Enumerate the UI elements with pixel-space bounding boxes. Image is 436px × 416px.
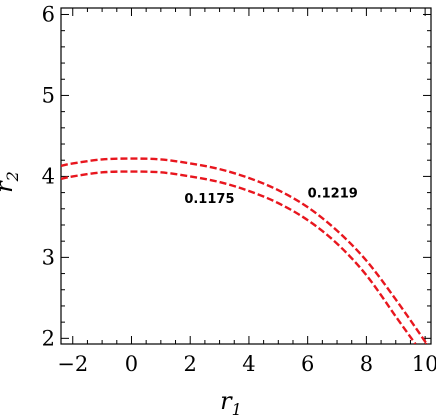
y-tick-label: 3 xyxy=(42,245,55,269)
x-tick-label: 2 xyxy=(184,352,197,376)
curve-label: 0.1219 xyxy=(308,186,358,201)
y-axis-title-subscript: 2 xyxy=(3,171,22,182)
y-tick-label: 2 xyxy=(42,326,55,350)
y-tick-label: 6 xyxy=(42,2,55,26)
x-tick-label: 4 xyxy=(242,352,255,376)
y-tick-label: 4 xyxy=(42,164,55,188)
annotations: 0.1219 0.1175 xyxy=(184,186,358,207)
y-axis-title: r2 xyxy=(0,171,22,193)
x-tick-label: 0 xyxy=(125,352,138,376)
y-axis-title-main: r xyxy=(0,180,18,193)
curve-series xyxy=(61,170,417,344)
plot-border xyxy=(60,7,432,345)
x-axis-title-subscript: 1 xyxy=(232,400,242,416)
curve-series xyxy=(61,157,429,344)
ticks: −2 0 2 4 6 8 10 2 3 4 5 6 xyxy=(42,2,436,376)
x-tick-label: 6 xyxy=(301,352,314,376)
x-tick-label: 8 xyxy=(360,352,373,376)
x-tick-label: 10 xyxy=(412,352,436,376)
curve-label: 0.1175 xyxy=(184,192,234,207)
x-axis-title-main: r xyxy=(220,387,233,415)
curves xyxy=(61,157,429,344)
x-axis-title: r1 xyxy=(220,387,242,416)
x-tick-label: −2 xyxy=(57,352,88,376)
plot-frame xyxy=(60,7,432,345)
y-tick-label: 5 xyxy=(42,83,55,107)
